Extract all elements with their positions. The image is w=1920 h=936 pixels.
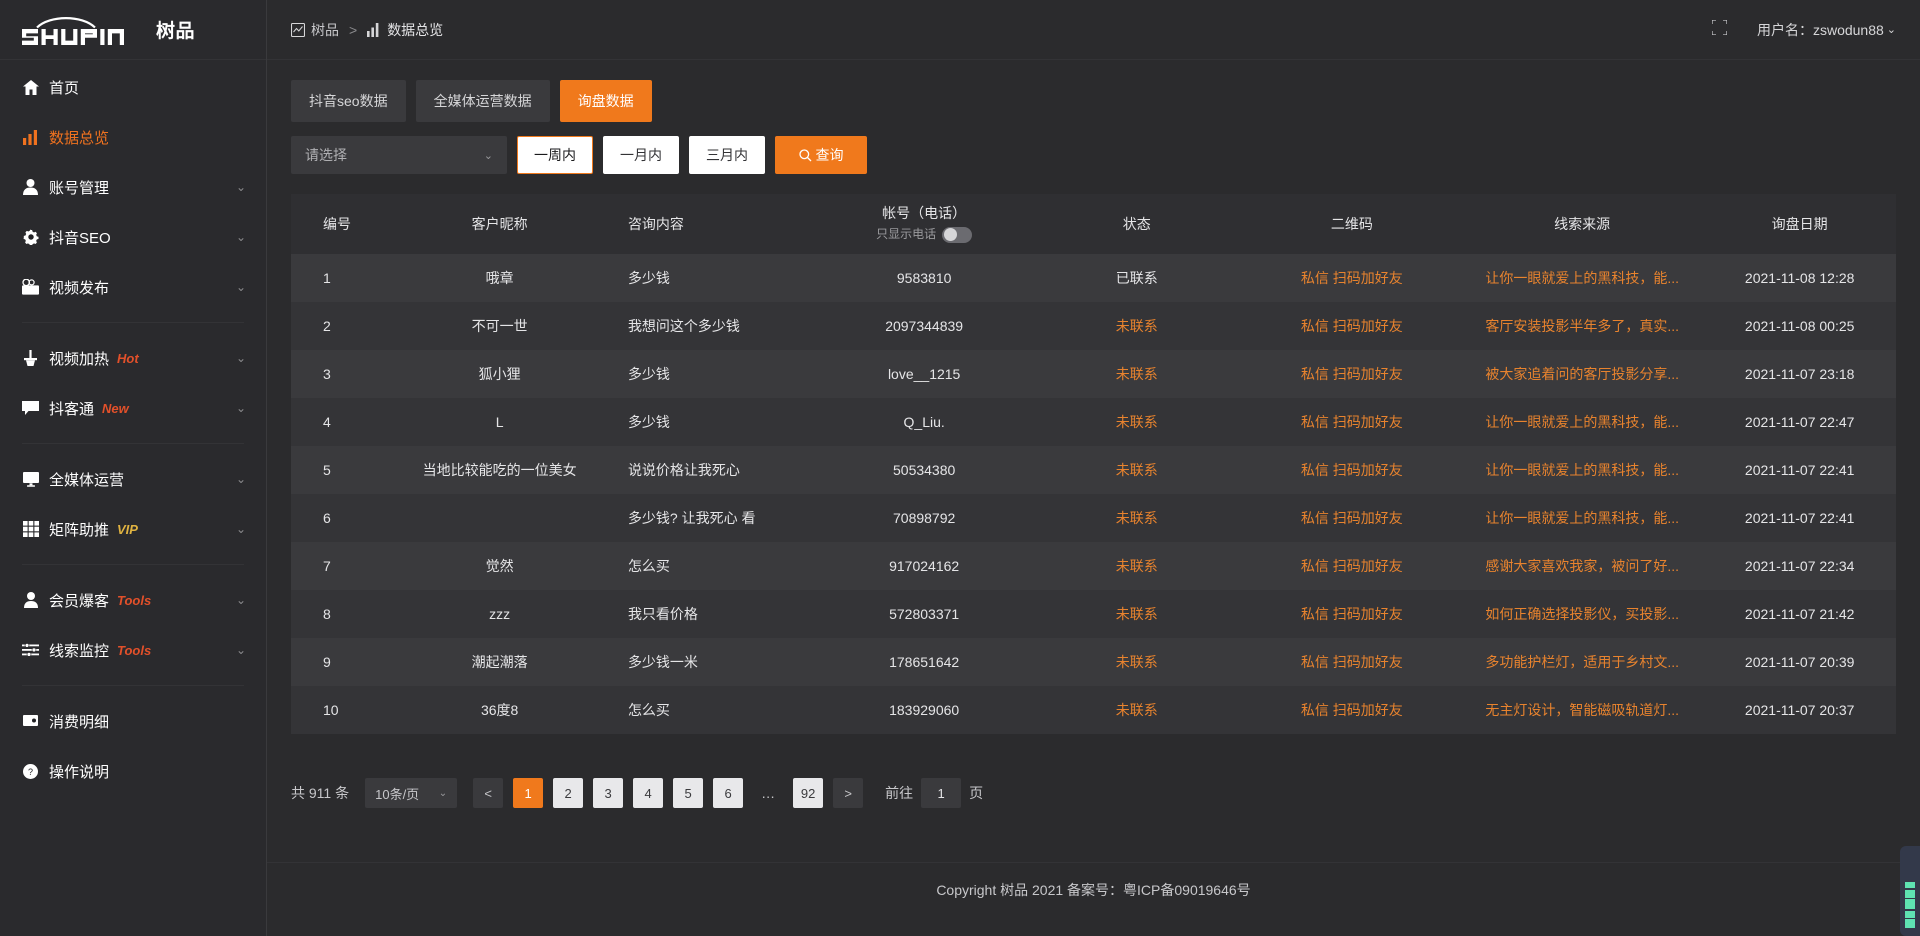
svg-text:?: ? <box>28 767 33 777</box>
